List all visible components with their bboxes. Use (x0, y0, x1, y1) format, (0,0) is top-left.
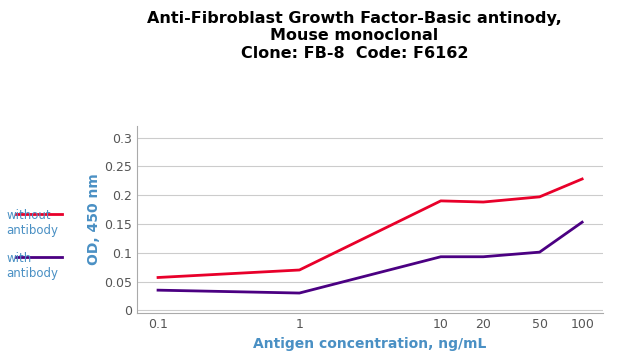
Y-axis label: OD, 450 nm: OD, 450 nm (87, 174, 101, 265)
Text: without
antibody: without antibody (6, 209, 58, 237)
Text: Anti-Fibroblast Growth Factor-Basic antinody,
Mouse monoclonal
Clone: FB-8  Code: Anti-Fibroblast Growth Factor-Basic anti… (147, 11, 562, 60)
X-axis label: Antigen concentration, ng/mL: Antigen concentration, ng/mL (253, 337, 487, 351)
Text: with
antibody: with antibody (6, 252, 58, 280)
